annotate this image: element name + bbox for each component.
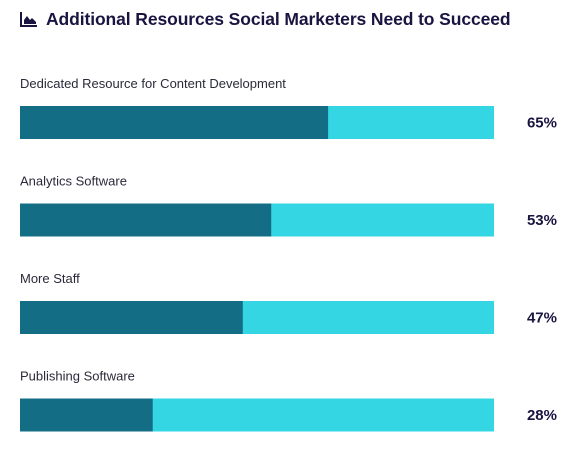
area-chart-icon — [20, 12, 37, 27]
value-label: 53% — [527, 212, 557, 229]
bar-value — [20, 398, 153, 432]
value-label: 65% — [527, 115, 557, 132]
bar-value — [20, 203, 272, 237]
value-label: 47% — [527, 310, 557, 327]
chart-header: Additional Resources Social Marketers Ne… — [20, 6, 511, 32]
bar-group-publishing-software: Publishing Software 28% — [20, 369, 557, 432]
category-label: More Staff — [20, 271, 80, 286]
bar-group-more-staff: More Staff 47% — [20, 271, 557, 334]
bar-group-analytics-software: Analytics Software 53% — [20, 174, 557, 237]
bar-value — [20, 106, 329, 139]
chart-title: Additional Resources Social Marketers Ne… — [46, 8, 511, 29]
bar-group-dedicated-resource-for-content-development: Dedicated Resource for Content Developme… — [20, 76, 557, 139]
bar-value — [20, 301, 243, 334]
category-label: Analytics Software — [20, 174, 127, 189]
category-label: Publishing Software — [20, 369, 135, 384]
category-label: Dedicated Resource for Content Developme… — [20, 76, 286, 91]
value-label: 28% — [527, 407, 557, 424]
